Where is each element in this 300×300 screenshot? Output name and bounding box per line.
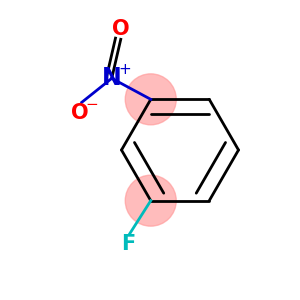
Text: +: + [118,62,131,77]
Text: O: O [112,19,130,39]
Text: −: − [85,97,98,112]
Circle shape [125,74,176,125]
Text: O: O [71,103,89,123]
Circle shape [125,175,176,226]
Text: F: F [121,234,135,254]
Text: N: N [102,66,122,90]
